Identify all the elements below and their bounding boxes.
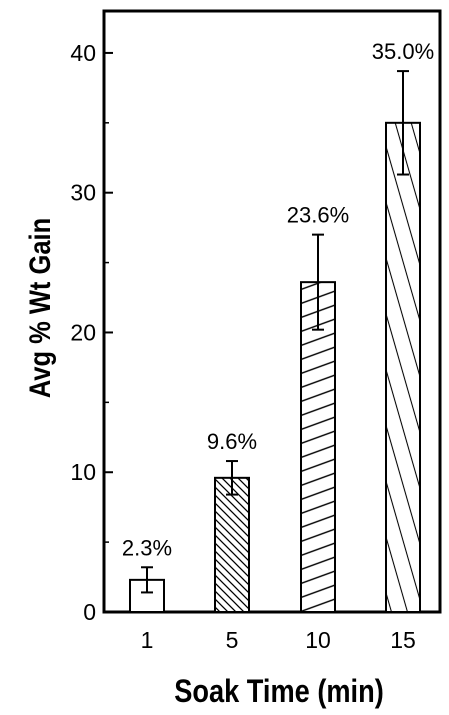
bar — [385, 121, 421, 613]
x-tick-label: 10 — [305, 627, 331, 653]
y-tick-label: 0 — [83, 599, 96, 625]
bar — [214, 476, 250, 613]
y-tick-label: 30 — [70, 180, 96, 206]
data-label: 35.0% — [372, 39, 434, 64]
data-label: 9.6% — [207, 429, 257, 454]
y-tick-label: 10 — [70, 459, 96, 485]
plot-frame — [102, 9, 442, 614]
x-tick-label: 5 — [226, 627, 239, 653]
y-tick-label: 40 — [70, 40, 96, 66]
data-label: 2.3% — [122, 535, 172, 560]
x-tick-label: 15 — [390, 627, 416, 653]
y-axis-title: Avg % Wt Gain — [23, 218, 56, 398]
x-tick-label: 1 — [141, 627, 154, 653]
bar — [300, 281, 336, 613]
x-axis-title: Soak Time (min) — [174, 674, 384, 710]
y-tick-label: 20 — [70, 319, 96, 345]
data-label: 23.6% — [287, 203, 349, 228]
